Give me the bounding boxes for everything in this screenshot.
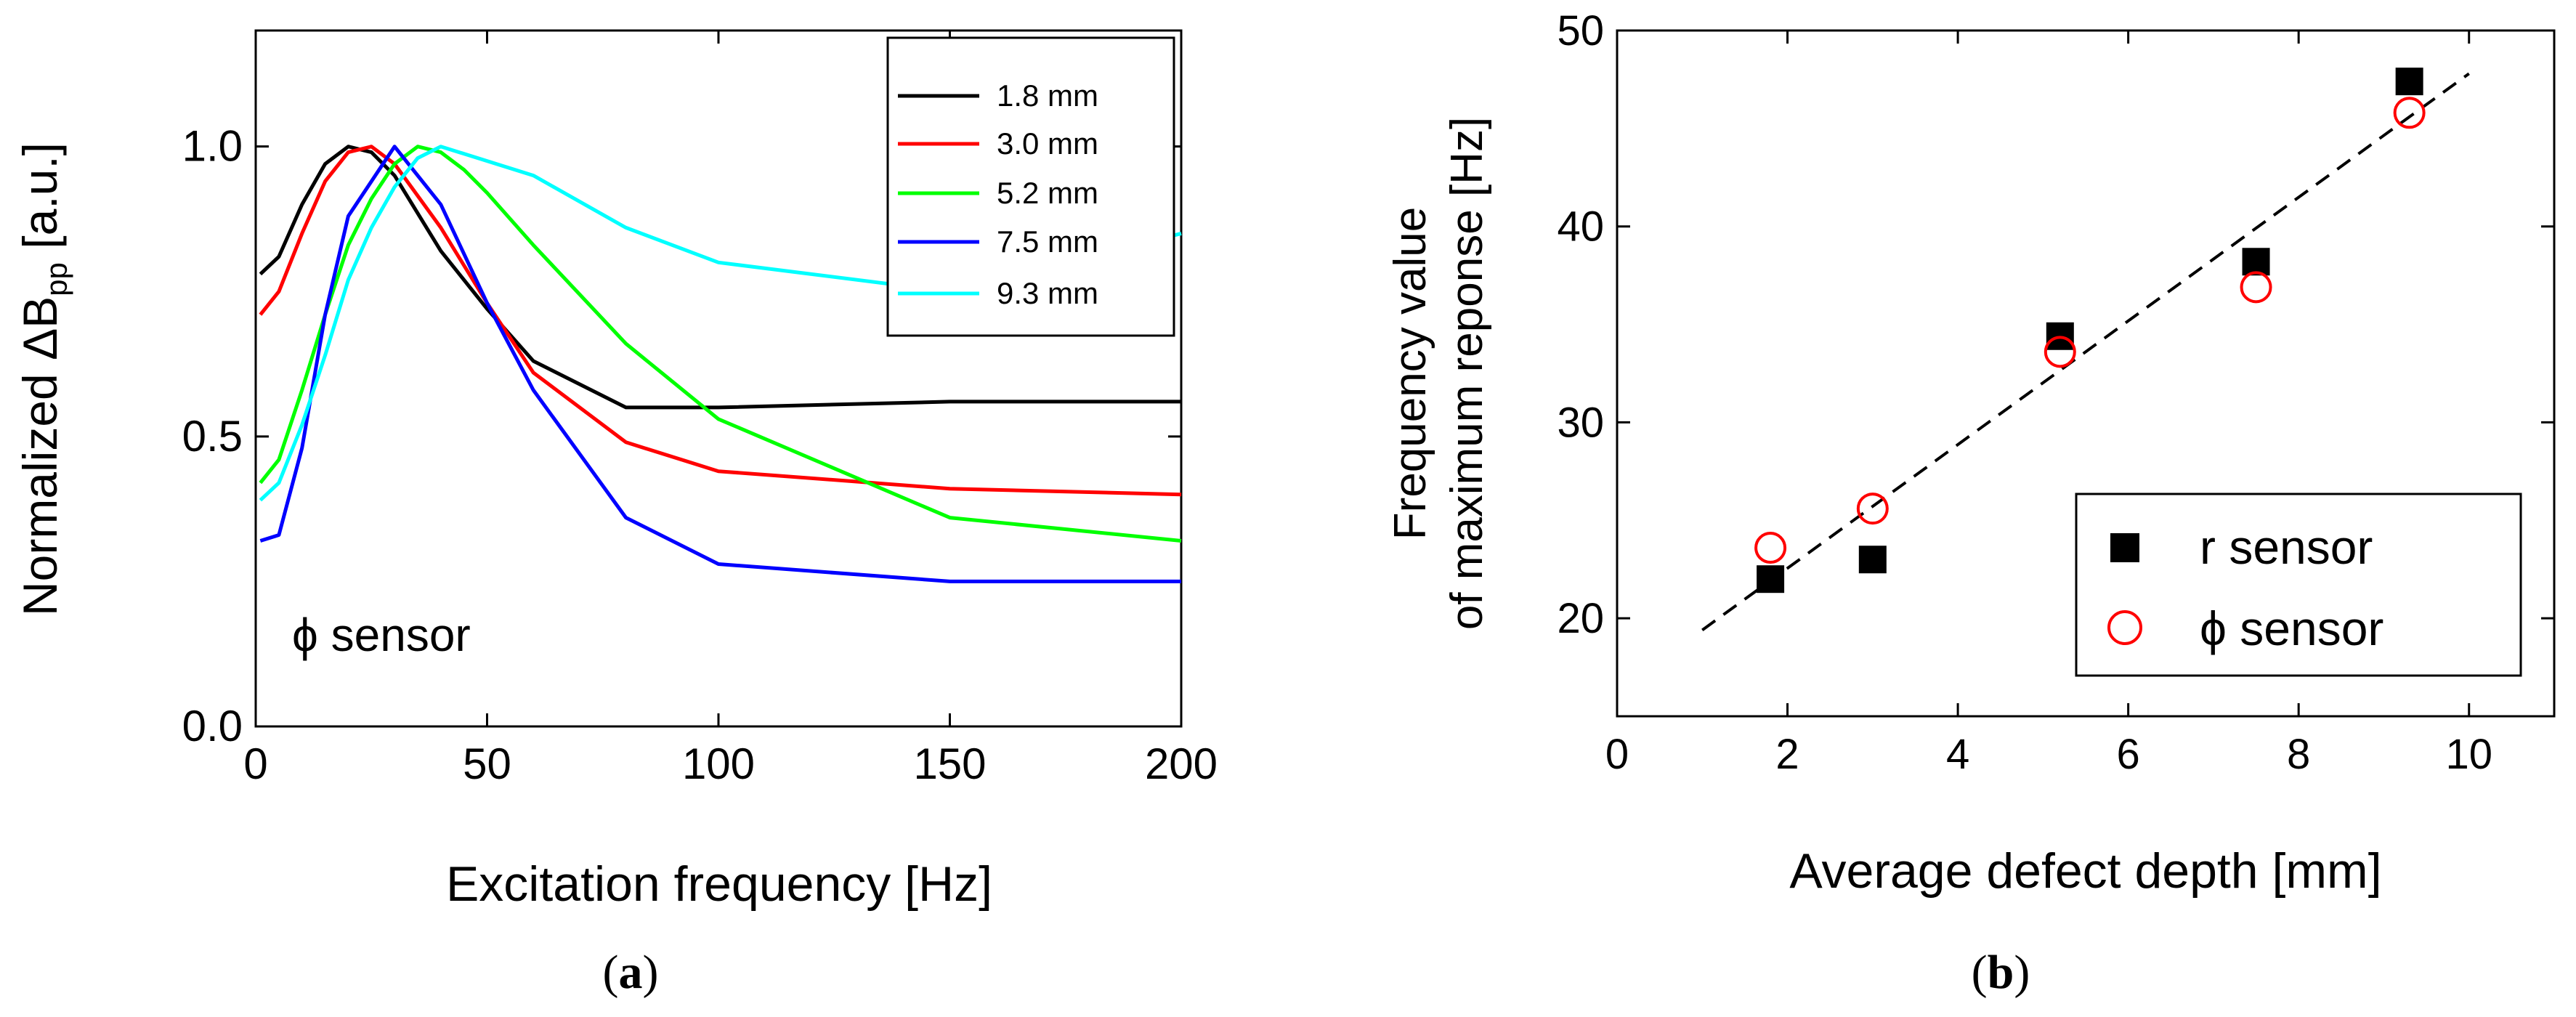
- panel-b-x-tick-label: 6: [2117, 731, 2140, 778]
- panel-a-line-chart: 0 50 100 150 200 0.0 0.5 1.0 1.8 mm 3.0 mm 5.2 …: [13, 29, 1218, 999]
- series-line-7-5-mm: [259, 145, 1181, 583]
- panel-a-y-tick-label: 0.5: [182, 412, 243, 461]
- panel-b-caption: (b): [1972, 946, 2030, 999]
- panel-a-annotation: ϕ sensor: [292, 609, 471, 661]
- series-line-3-0-mm: [259, 145, 1182, 497]
- panel-b-axis-ticks: 0 2 4 6 8 10 20 30 40 50: [1557, 7, 2554, 778]
- legend-marker-r-sensor: [2110, 533, 2139, 562]
- panel-a-y-tick-label: 1.0: [182, 122, 243, 171]
- panel-b-plot-frame: [1616, 29, 2556, 718]
- legend-label-5-2mm: 5.2 mm: [997, 176, 1098, 210]
- point-r-sensor: [1757, 565, 1785, 593]
- series-line-9-3-mm: [259, 145, 1182, 502]
- point-r-sensor: [2242, 248, 2270, 276]
- panel-b-y-axis-label-line2: of maximum reponse [Hz]: [1442, 117, 1492, 630]
- point-phi-sensor: [2240, 271, 2272, 304]
- legend-label-r-sensor: r sensor: [2200, 520, 2373, 574]
- legend-label-3-0mm: 3.0 mm: [997, 126, 1098, 161]
- point-phi-sensor: [2393, 97, 2426, 129]
- panel-b-x-tick-label: 10: [2445, 731, 2492, 778]
- legend-label-1-8mm: 1.8 mm: [997, 78, 1098, 113]
- panel-b-x-tick-label: 8: [2287, 731, 2310, 778]
- dashed-fit-line: [1701, 72, 2470, 631]
- panel-a-x-tick-label: 150: [913, 740, 986, 788]
- panel-b-y-tick-label: 40: [1557, 203, 1604, 251]
- panel-a-caption-letter: a: [619, 946, 643, 999]
- legend-label-phi-sensor: ϕ sensor: [2200, 601, 2383, 655]
- point-r-sensor: [1858, 546, 1887, 574]
- panel-a-x-tick-label: 100: [682, 740, 755, 788]
- panel-a-y-axis-label-main: Normalized ΔB: [13, 296, 67, 616]
- panel-a-y-axis-label-unit: [a.u.]: [13, 142, 67, 262]
- panel-b-fit-line: [1701, 72, 2470, 631]
- panel-a-series-lines: [259, 145, 1182, 583]
- series-line-5-2-mm: [259, 145, 1182, 543]
- panel-a-x-axis-label: Excitation frequency [Hz]: [446, 856, 992, 912]
- legend-label-9-3mm: 9.3 mm: [997, 276, 1098, 310]
- panel-b-y-axis-label-line1: Frequency value: [1385, 207, 1435, 540]
- panel-b-y-tick-label: 50: [1557, 7, 1604, 54]
- panel-b-caption-letter: b: [1988, 946, 2014, 999]
- point-phi-sensor: [2044, 336, 2076, 368]
- point-r-sensor: [2395, 68, 2423, 96]
- panel-a-x-tick-label: 200: [1145, 740, 1218, 788]
- panel-b-x-tick-label: 0: [1605, 731, 1629, 778]
- panel-b-legend: r sensor ϕ sensor: [2075, 493, 2522, 677]
- panel-b-x-tick-label: 2: [1775, 731, 1799, 778]
- legend-marker-phi-sensor: [2107, 610, 2142, 645]
- panel-b-legend-box: [2075, 493, 2522, 677]
- panel-a-x-tick-label: 50: [463, 740, 511, 788]
- legend-label-7-5mm: 7.5 mm: [997, 224, 1098, 259]
- panel-a-caption-close: ): [643, 946, 659, 999]
- panel-b-x-tick-label: 4: [1946, 731, 1969, 778]
- panel-a-y-tick-label: 0.0: [182, 702, 243, 750]
- point-phi-sensor: [1856, 493, 1889, 525]
- panel-b-y-tick-label: 30: [1557, 399, 1604, 446]
- panel-b-caption-open: (: [1972, 946, 1988, 999]
- panel-a-caption: (a): [603, 946, 659, 999]
- panel-b-x-axis-label: Average defect depth [mm]: [1789, 843, 2381, 899]
- panel-a-y-axis-label-subscript: pp: [39, 262, 73, 296]
- panel-b-y-tick-label: 20: [1557, 595, 1604, 642]
- panel-a-x-tick-label: 0: [243, 740, 267, 788]
- panel-a-legend-box: [886, 36, 1175, 337]
- panel-b-scatter-chart: 0 2 4 6 8 10 20 30 40 50 r sensor ϕ sensor Averag…: [1385, 7, 2556, 999]
- point-phi-sensor: [1754, 532, 1787, 564]
- panel-a-y-axis-label: Normalized ΔBpp [a.u.]: [13, 142, 73, 616]
- panel-a-caption-open: (: [603, 946, 619, 999]
- panel-b-caption-close: ): [2014, 946, 2030, 999]
- panel-a-legend: 1.8 mm 3.0 mm 5.2 mm 7.5 mm 9.3 mm: [886, 36, 1175, 337]
- panel-a-axis-ticks: 0 50 100 150 200 0.0 0.5 1.0: [182, 31, 1218, 788]
- panel-b-data-points: [1754, 68, 2426, 593]
